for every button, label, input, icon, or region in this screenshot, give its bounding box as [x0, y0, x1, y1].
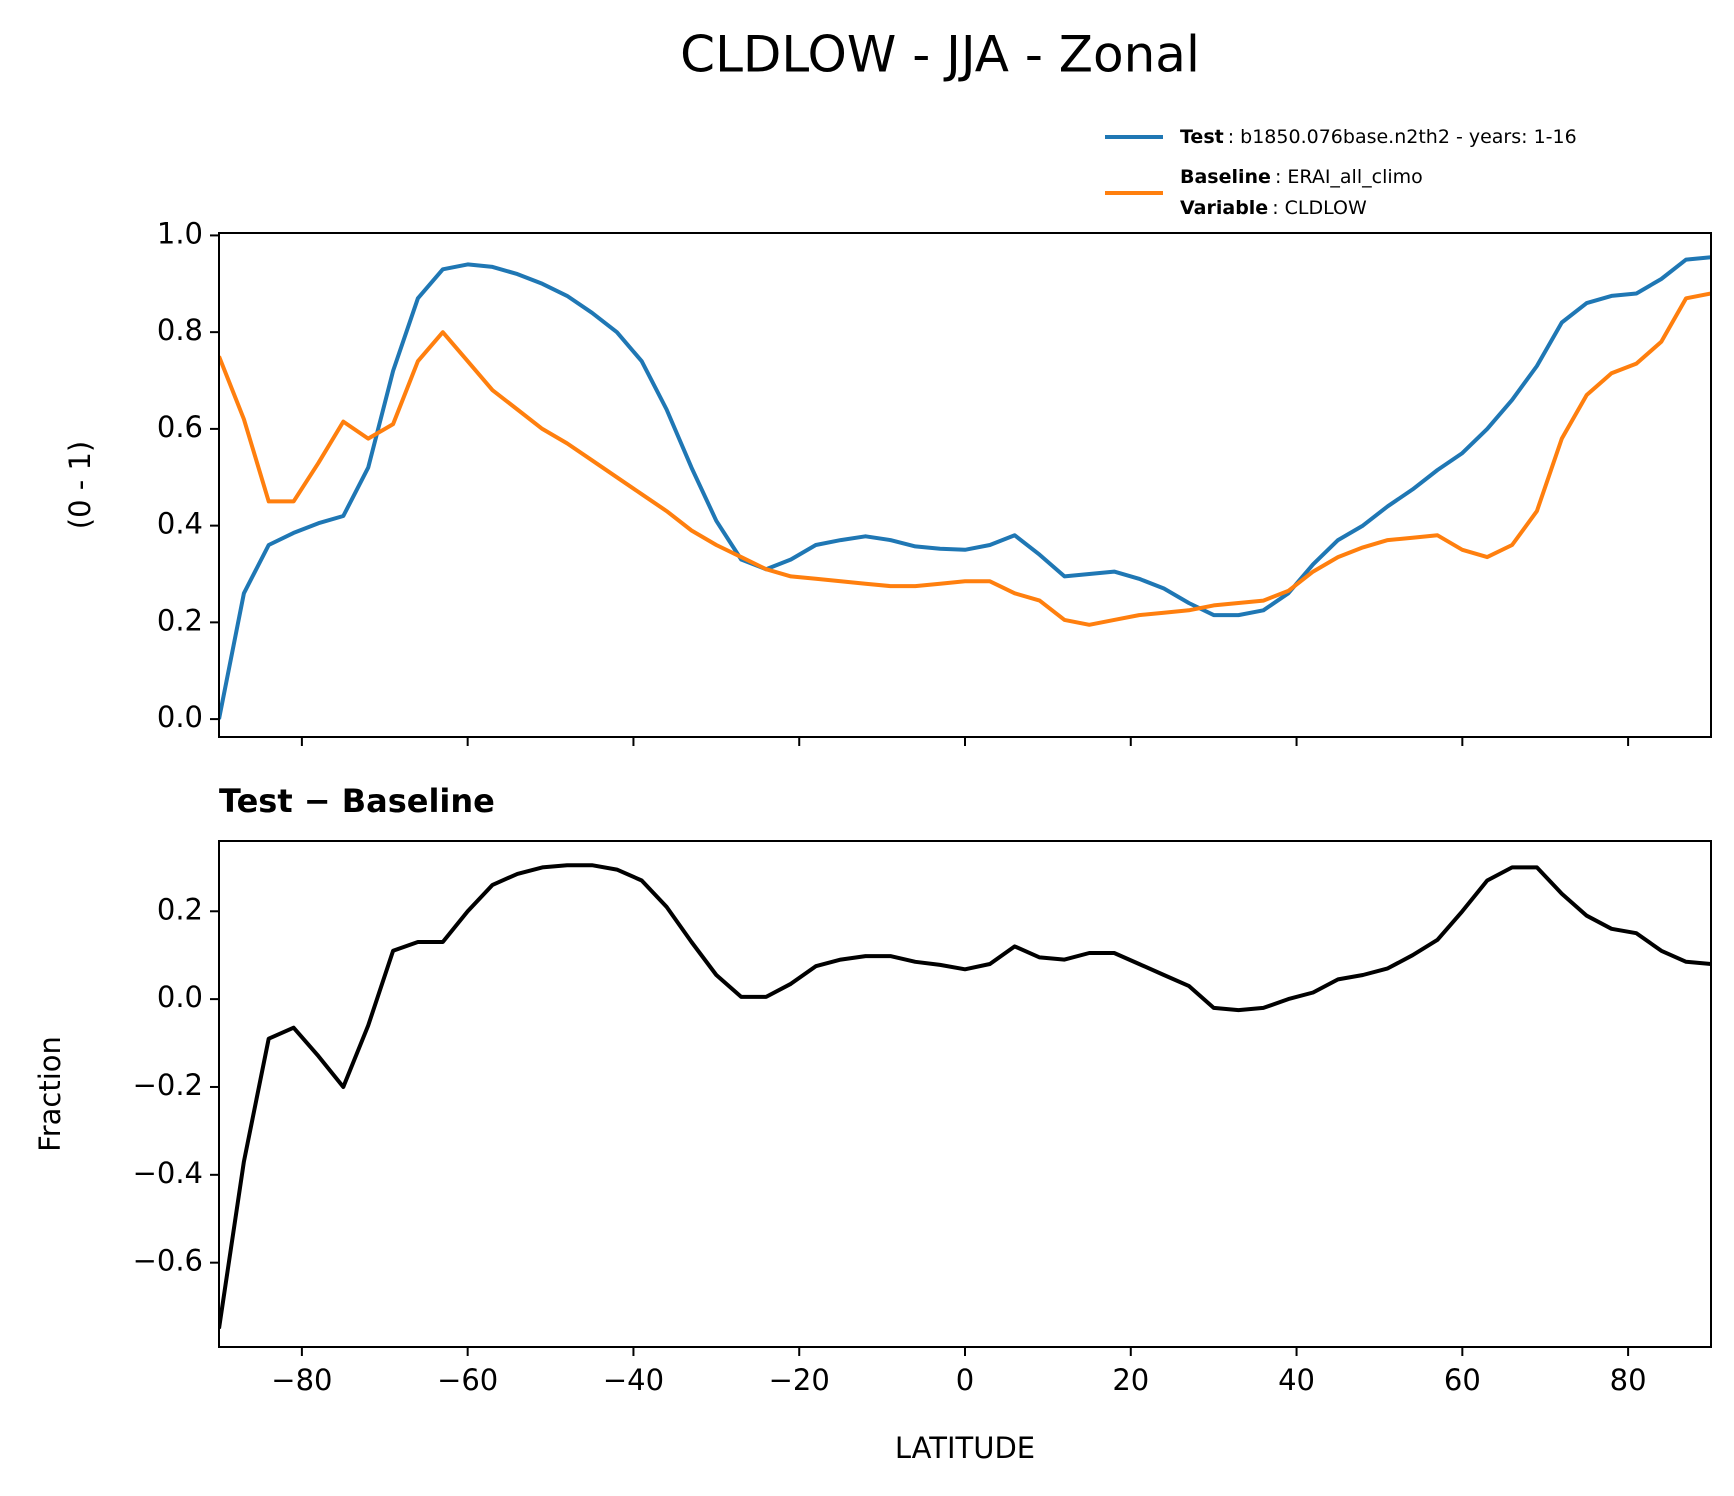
x-tick-label: 60	[1444, 1363, 1481, 1397]
y-tick-label: 0.8	[157, 313, 203, 347]
y-tick-label: 0.0	[157, 980, 203, 1014]
legend-description: : CLDLOW	[1272, 197, 1367, 219]
y-tick-label: 0.2	[157, 892, 203, 926]
chart-title: CLDLOW - JJA - Zonal	[680, 26, 1200, 84]
x-tick-label: −60	[437, 1363, 498, 1397]
y-tick-label: −0.6	[133, 1244, 203, 1278]
legend-name: Baseline	[1180, 166, 1271, 188]
y-axis-label: (0 - 1)	[63, 441, 97, 529]
legend: Test: b1850.076base.n2th2 - years: 1-16 …	[1105, 126, 1577, 219]
y-tick-label: 0.4	[157, 507, 203, 541]
y-tick-label: 0.6	[157, 410, 203, 444]
legend-name: Variable	[1180, 197, 1268, 219]
x-tick-label: 20	[1112, 1363, 1149, 1397]
x-axis-label: LATITUDE	[895, 1431, 1035, 1465]
y-axis-label: Fraction	[33, 1036, 67, 1152]
plot-lines	[219, 255, 1711, 720]
x-tick-label: −40	[603, 1363, 664, 1397]
legend-label: Variable: CLDLOW	[1180, 197, 1367, 219]
series-line	[219, 291, 1711, 627]
x-tick-label: 40	[1278, 1363, 1315, 1397]
y-tick-label: −0.2	[133, 1068, 203, 1102]
legend-label: Test: b1850.076base.n2th2 - years: 1-16	[1180, 126, 1577, 148]
x-tick-label: 80	[1610, 1363, 1647, 1397]
series-line	[219, 863, 1711, 1329]
y-tick-label: 1.0	[157, 216, 203, 250]
x-tick-label: 0	[956, 1363, 974, 1397]
plot-frame	[218, 232, 1712, 738]
y-tick-label: −0.4	[133, 1156, 203, 1190]
series-line	[219, 255, 1711, 720]
plot-lines	[219, 863, 1711, 1329]
legend-description: : b1850.076base.n2th2 - years: 1-16	[1228, 126, 1577, 148]
x-tick-label: −80	[271, 1363, 332, 1397]
legend-name: Test	[1180, 126, 1224, 148]
y-tick-label: 0.2	[157, 603, 203, 637]
subtitle: Test − Baseline	[219, 782, 495, 820]
x-tick-label: −20	[769, 1363, 830, 1397]
legend-label: Baseline: ERAI_all_climo	[1180, 166, 1423, 188]
plot-frame	[218, 840, 1712, 1348]
legend-description: : ERAI_all_climo	[1275, 166, 1423, 188]
y-tick-label: 0.0	[157, 700, 203, 734]
